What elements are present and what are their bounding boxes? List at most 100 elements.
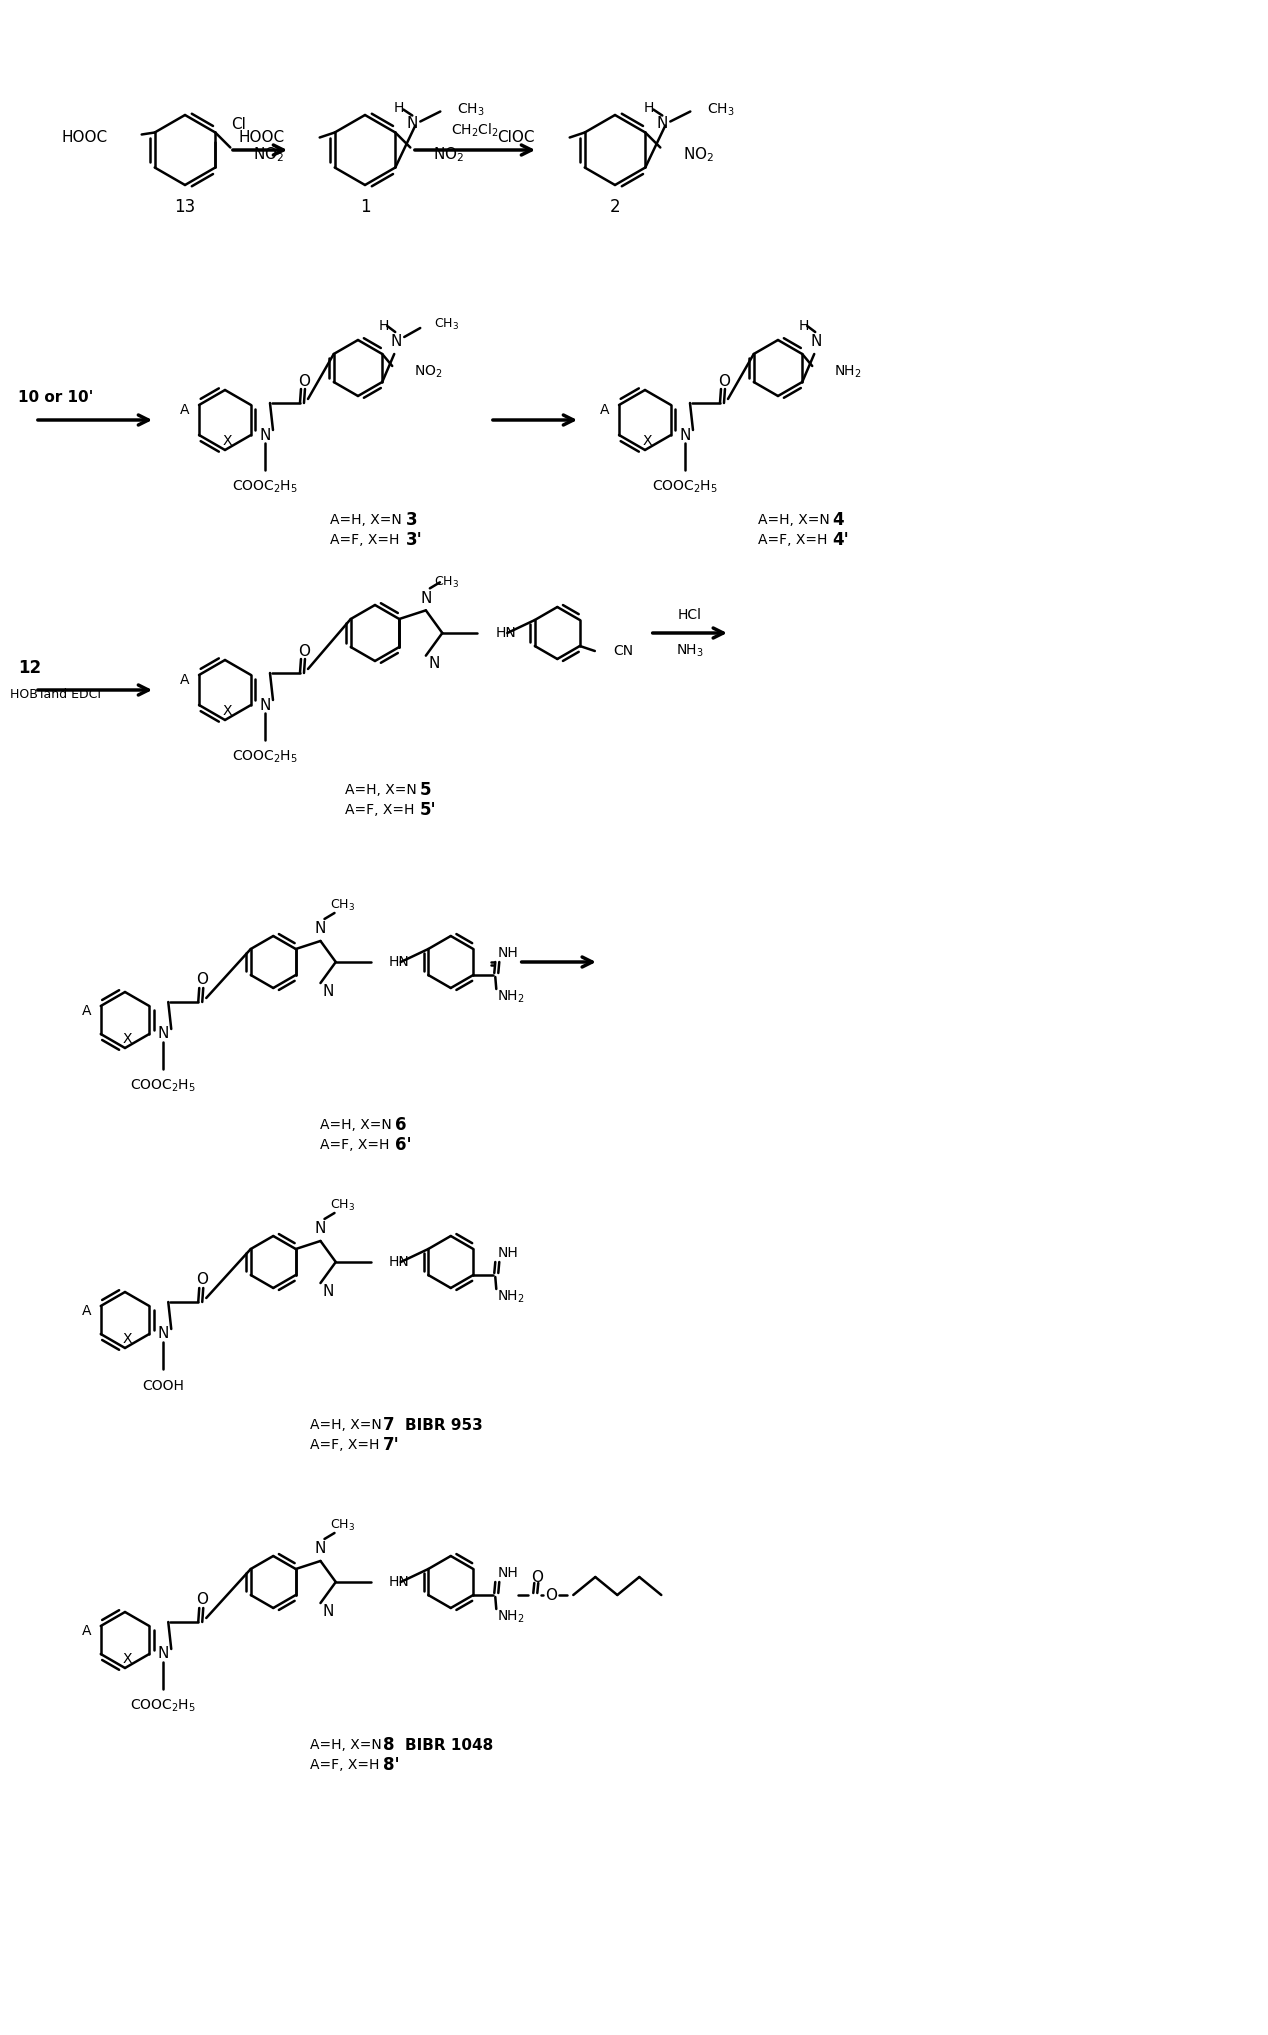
- Text: CH$_2$Cl$_2$: CH$_2$Cl$_2$: [451, 122, 498, 138]
- Text: NH: NH: [497, 1567, 519, 1579]
- Text: A=F, X=H: A=F, X=H: [345, 804, 415, 816]
- Text: A=F, X=H: A=F, X=H: [309, 1758, 379, 1772]
- Text: CH$_3$: CH$_3$: [708, 102, 735, 118]
- Text: N: N: [429, 655, 440, 672]
- Text: O: O: [298, 643, 309, 659]
- Text: CH$_3$: CH$_3$: [434, 574, 459, 590]
- Text: COOC$_2$H$_5$: COOC$_2$H$_5$: [131, 1697, 197, 1713]
- Text: N: N: [157, 1026, 169, 1042]
- Text: 2: 2: [610, 197, 620, 216]
- Text: NH$_2$: NH$_2$: [497, 1610, 525, 1626]
- Text: N: N: [420, 590, 431, 606]
- Text: HOBTand EDCI: HOBTand EDCI: [10, 688, 101, 702]
- Text: CH$_3$: CH$_3$: [331, 1518, 355, 1532]
- Text: CN: CN: [612, 643, 633, 657]
- Text: N: N: [323, 1284, 335, 1298]
- Text: NH: NH: [497, 1245, 519, 1260]
- Text: CH$_3$: CH$_3$: [458, 102, 484, 118]
- Text: N: N: [657, 116, 668, 130]
- Text: A=F, X=H: A=F, X=H: [320, 1138, 389, 1152]
- Text: 7': 7': [383, 1437, 399, 1453]
- Text: H: H: [644, 100, 654, 114]
- Text: N: N: [680, 427, 691, 442]
- Text: NO$_2$: NO$_2$: [683, 144, 715, 165]
- Text: A=H, X=N: A=H, X=N: [758, 513, 829, 527]
- Text: O: O: [298, 374, 309, 389]
- Text: A: A: [82, 1003, 91, 1018]
- Text: A: A: [600, 403, 610, 417]
- Text: HN: HN: [389, 1256, 410, 1270]
- Text: A=H, X=N: A=H, X=N: [330, 513, 402, 527]
- Text: NH: NH: [497, 946, 519, 961]
- Text: COOC$_2$H$_5$: COOC$_2$H$_5$: [131, 1079, 197, 1095]
- Text: 4': 4': [832, 531, 848, 549]
- Text: HN: HN: [496, 627, 516, 639]
- Text: A=H, X=N: A=H, X=N: [309, 1738, 382, 1752]
- Text: HOOC: HOOC: [238, 130, 285, 144]
- Text: O: O: [718, 374, 730, 389]
- Text: COOH: COOH: [142, 1380, 184, 1394]
- Text: HCl: HCl: [678, 608, 701, 623]
- Text: NH$_2$: NH$_2$: [834, 364, 862, 381]
- Text: 5': 5': [420, 802, 436, 818]
- Text: CH$_3$: CH$_3$: [434, 317, 459, 332]
- Text: X: X: [122, 1333, 132, 1345]
- Text: NH$_2$: NH$_2$: [497, 1288, 525, 1304]
- Text: BIBR 953: BIBR 953: [404, 1418, 483, 1433]
- Text: HN: HN: [389, 1575, 410, 1589]
- Text: HOOC: HOOC: [62, 130, 108, 144]
- Text: N: N: [407, 116, 418, 130]
- Text: ClOC: ClOC: [497, 130, 535, 144]
- Text: 6': 6': [396, 1136, 412, 1154]
- Text: N: N: [323, 983, 335, 999]
- Text: 12: 12: [18, 659, 41, 678]
- Text: N: N: [810, 334, 822, 350]
- Text: NO$_2$: NO$_2$: [434, 144, 464, 165]
- Text: CH$_3$: CH$_3$: [331, 1197, 355, 1213]
- Text: 4: 4: [832, 511, 843, 529]
- Text: Cl: Cl: [231, 116, 246, 132]
- Text: COOC$_2$H$_5$: COOC$_2$H$_5$: [652, 478, 718, 495]
- Text: A: A: [82, 1304, 91, 1319]
- Text: 5: 5: [420, 781, 431, 800]
- Text: BIBR 1048: BIBR 1048: [404, 1738, 493, 1752]
- Text: A=H, X=N: A=H, X=N: [345, 783, 417, 798]
- Text: X: X: [122, 1652, 132, 1667]
- Text: N: N: [314, 1540, 326, 1557]
- Text: 7: 7: [383, 1416, 394, 1435]
- Text: NH$_2$: NH$_2$: [497, 989, 525, 1005]
- Text: A=F, X=H: A=F, X=H: [309, 1439, 379, 1453]
- Text: H: H: [394, 100, 404, 114]
- Text: N: N: [314, 1221, 326, 1237]
- Text: N: N: [157, 1646, 169, 1661]
- Text: N: N: [314, 922, 326, 936]
- Text: A=H, X=N: A=H, X=N: [320, 1117, 392, 1131]
- Text: A=H, X=N: A=H, X=N: [309, 1418, 382, 1433]
- Text: A: A: [180, 674, 190, 688]
- Text: O: O: [197, 1272, 208, 1288]
- Text: O: O: [197, 973, 208, 987]
- Text: 6: 6: [396, 1115, 407, 1133]
- Text: 10 or 10': 10 or 10': [18, 391, 94, 405]
- Text: H: H: [799, 319, 809, 334]
- Text: CH$_3$: CH$_3$: [331, 897, 355, 912]
- Text: X: X: [222, 433, 232, 448]
- Text: O: O: [197, 1593, 208, 1608]
- Text: A=F, X=H: A=F, X=H: [758, 533, 828, 547]
- Text: NH$_3$: NH$_3$: [676, 643, 704, 659]
- Text: 1: 1: [360, 197, 370, 216]
- Text: 3': 3': [406, 531, 422, 549]
- Text: 3: 3: [406, 511, 417, 529]
- Text: 13: 13: [175, 197, 195, 216]
- Text: N: N: [391, 334, 402, 350]
- Text: N: N: [323, 1604, 335, 1618]
- Text: A: A: [82, 1624, 91, 1638]
- Text: 8': 8': [383, 1756, 399, 1775]
- Text: X: X: [643, 433, 652, 448]
- Text: O: O: [545, 1587, 558, 1602]
- Text: X: X: [122, 1032, 132, 1046]
- Text: HN: HN: [389, 954, 410, 969]
- Text: N: N: [157, 1327, 169, 1341]
- Text: N: N: [259, 698, 270, 712]
- Text: NO$_2$: NO$_2$: [415, 364, 443, 381]
